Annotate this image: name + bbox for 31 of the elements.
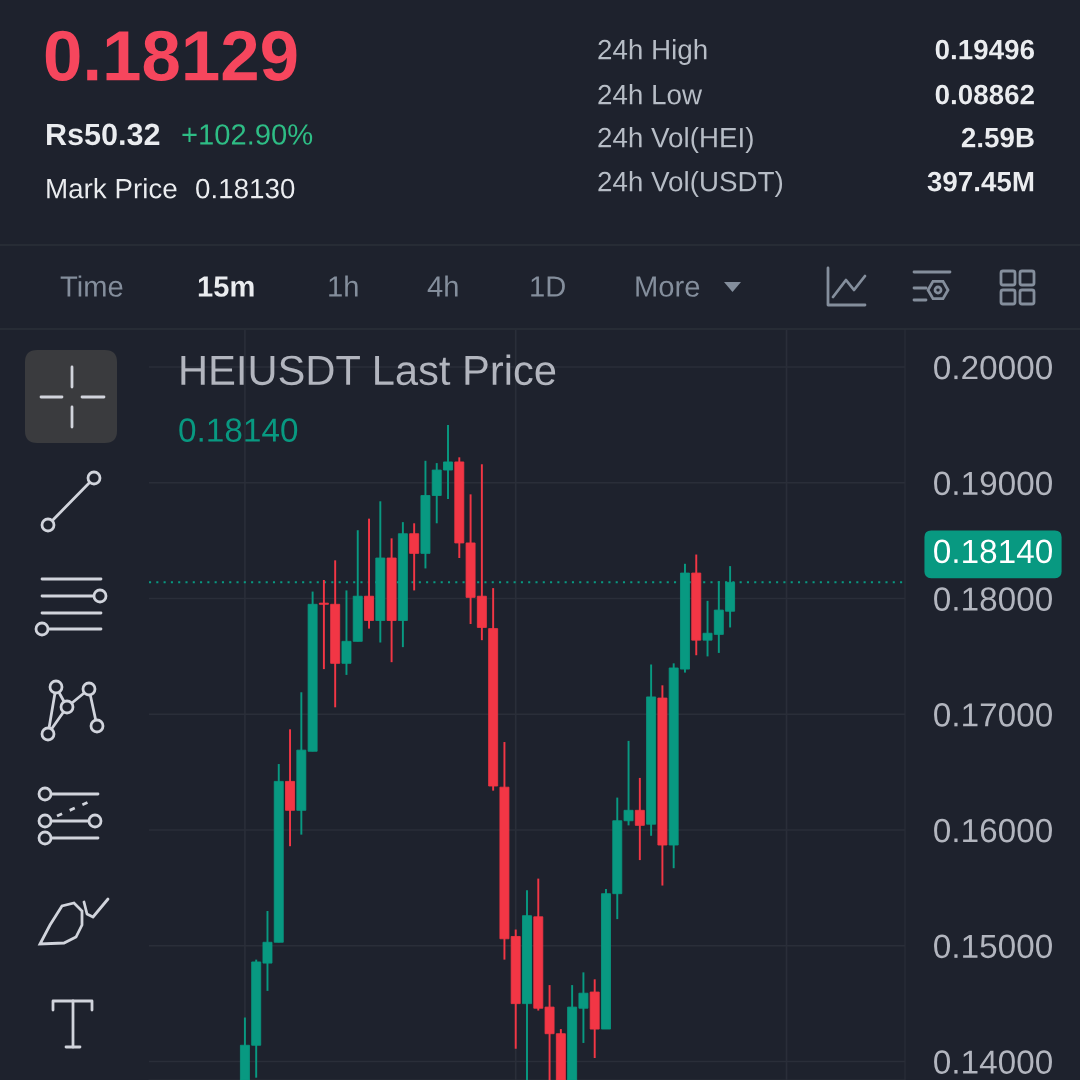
candlestick [409, 522, 420, 592]
y-tick-label: 0.20000 [934, 355, 1052, 380]
text: Mark Price [47, 178, 177, 199]
y-tick-label: 0.19000 [934, 471, 1052, 496]
y-tick-label: 0.15000 [934, 934, 1052, 959]
chart-title: HEIUSDT Last Price [181, 354, 556, 386]
ref-line-label: 0.18140 [934, 539, 1052, 564]
text: 15m [198, 276, 254, 297]
text: 0.08862 [935, 84, 1034, 105]
text: 24h High [598, 39, 707, 65]
text: Rs50.32 [47, 123, 160, 146]
text: +102.90% [182, 124, 313, 145]
text: 4h [427, 275, 458, 297]
text: 1h [329, 275, 358, 297]
candlestick [634, 776, 645, 862]
text: 0.19496 [935, 39, 1035, 60]
y-tick-label: 0.17000 [934, 703, 1052, 727]
text: 1D [531, 276, 565, 297]
text: More [636, 276, 700, 297]
text: 0.18130 [196, 178, 295, 199]
text: 24h Vol(HEI) [598, 127, 753, 153]
y-tick-label: 0.14000 [934, 1050, 1052, 1074]
text: Time [60, 275, 123, 297]
text: 0.18129 [45, 30, 297, 82]
annotation: 0.18140 [179, 418, 298, 442]
text: 24h Vol(USDT) [598, 171, 783, 197]
y-tick-label: 0.18000 [934, 587, 1052, 611]
text: 2.59B [961, 127, 1034, 148]
y-tick-label: 0.16000 [934, 818, 1052, 843]
text: 397.45M [927, 171, 1034, 192]
text: 24h Low [598, 84, 703, 105]
